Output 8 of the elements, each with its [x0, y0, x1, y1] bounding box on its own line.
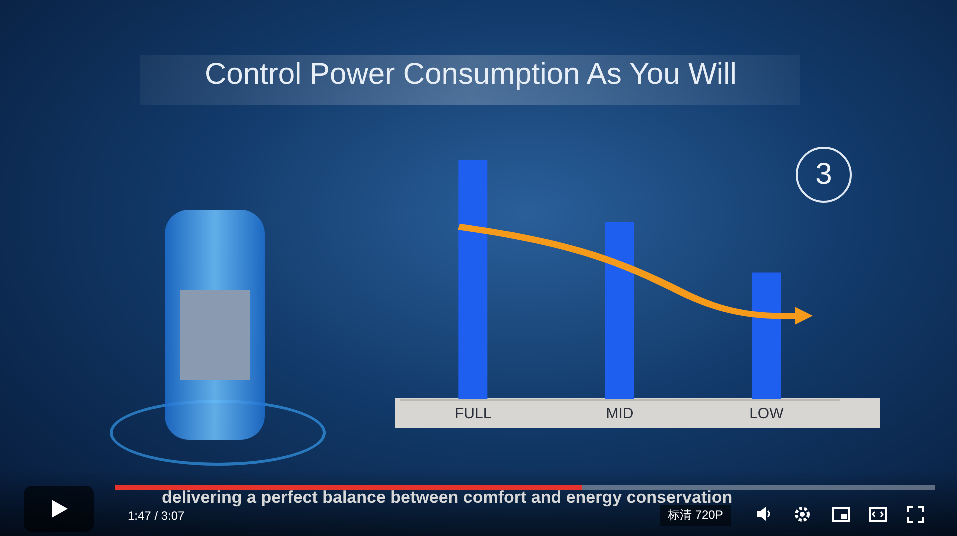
x-tick-label: MID	[606, 406, 634, 423]
annotation: 3	[796, 147, 852, 203]
text: 标清 720P	[668, 508, 724, 522]
x-tick-label: FULL	[454, 406, 492, 423]
text: delivering a perfect balance between comfort and energy conservation	[162, 488, 733, 508]
x-tick-label: LOW	[750, 406, 785, 423]
text: 1:47 / 3:07	[128, 509, 185, 523]
chart-title: Control Power Consumption As You Will	[205, 58, 737, 92]
